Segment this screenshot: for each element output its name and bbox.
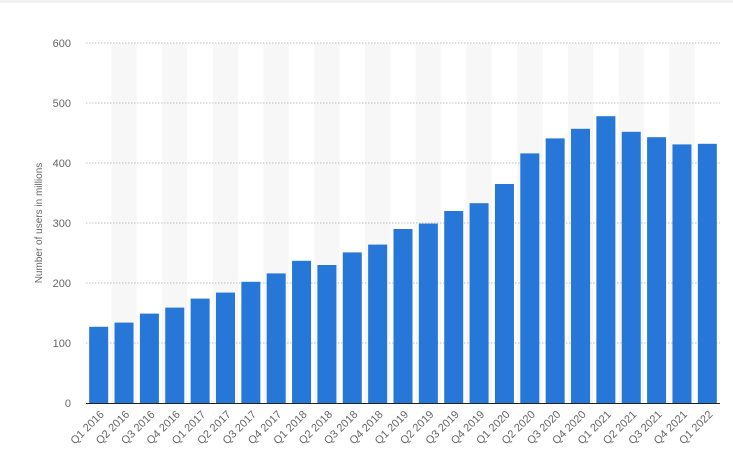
y-tick-label: 100 — [53, 338, 71, 350]
bar[interactable] — [672, 144, 692, 403]
bar[interactable] — [114, 322, 134, 403]
bar[interactable] — [621, 131, 641, 404]
bar[interactable] — [647, 137, 667, 403]
bar[interactable] — [571, 128, 591, 404]
bar[interactable] — [165, 307, 185, 403]
bar[interactable] — [444, 211, 464, 403]
bar[interactable] — [317, 265, 337, 403]
top-strip — [0, 0, 733, 3]
y-axis-label: Number of users in millions — [34, 163, 45, 284]
bar[interactable] — [292, 260, 312, 403]
y-tick-label: 500 — [53, 98, 71, 110]
y-tick-label: 300 — [53, 218, 71, 230]
bar[interactable] — [368, 244, 388, 403]
y-tick-label: 0 — [65, 398, 71, 410]
bar[interactable] — [266, 273, 286, 403]
bar[interactable] — [494, 184, 514, 403]
bar[interactable] — [469, 203, 489, 403]
bar[interactable] — [139, 313, 159, 403]
bar[interactable] — [215, 292, 235, 403]
bar[interactable] — [697, 143, 717, 404]
y-tick-label: 600 — [53, 38, 71, 50]
bar[interactable] — [190, 298, 210, 403]
bar[interactable] — [596, 116, 616, 403]
bar[interactable] — [89, 326, 109, 403]
y-tick-label: 400 — [53, 158, 71, 170]
bar[interactable] — [241, 281, 261, 403]
y-tick-label: 200 — [53, 278, 71, 290]
bar[interactable] — [342, 252, 362, 403]
y-tick-labels: 0 100 200 300 400 500 600 — [53, 38, 71, 410]
bar[interactable] — [545, 138, 565, 403]
bars — [89, 116, 717, 404]
bar[interactable] — [393, 229, 413, 403]
bar[interactable] — [418, 223, 438, 403]
bar[interactable] — [520, 153, 540, 403]
